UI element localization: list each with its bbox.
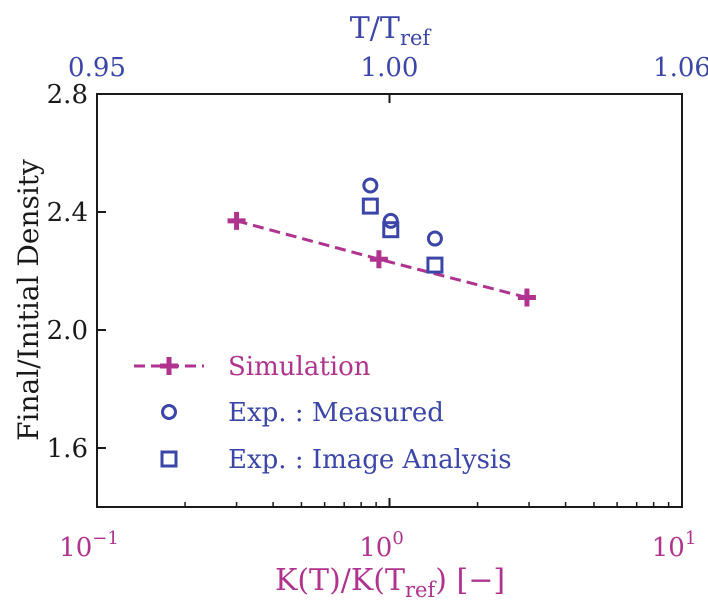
top-tick-label: 1.00 [361,53,419,83]
legend: Simulation Exp. : Measured Exp. : Image … [134,352,512,475]
y-axis-title: Final/Initial Density [12,159,45,441]
x-tick-label: 100 [359,528,404,563]
data-point-circle [362,177,379,194]
data-point-plus [369,250,388,269]
x-tick-label: 101 [652,528,697,563]
y-tick-label: 2.0 [47,316,88,346]
x-tick-label: 10−1 [59,528,119,563]
x-axis-title: K(T)/K(Tref) [−] [275,563,505,602]
top-tick-label: 1.06 [653,53,708,83]
series-layer [227,177,536,307]
data-point-square [382,221,400,239]
legend-simulation-label: Simulation [228,352,371,382]
legend-image-analysis-marker [160,450,178,468]
ticks-layer: 10−1 100 101 0.95 1.00 1.06 1.6 2.0 2.4 2.8 [47,53,708,563]
legend-image-analysis-label: Exp. : Image Analysis [228,445,512,475]
legend-simulation-marker [160,357,178,375]
top-axis-title: T/Tref [350,11,433,50]
data-point-plus [517,288,536,307]
legend-measured-label: Exp. : Measured [228,398,444,428]
data-point-circle [426,230,443,247]
data-point-square [426,256,444,274]
y-tick-label: 1.6 [47,434,88,464]
y-tick-label: 2.8 [47,80,88,110]
legend-measured-marker [161,404,177,420]
data-point-plus [227,211,246,230]
top-tick-label: 0.95 [68,53,126,83]
data-point-square [361,197,379,215]
data-point-circle [382,212,399,229]
y-tick-label: 2.4 [47,198,88,228]
